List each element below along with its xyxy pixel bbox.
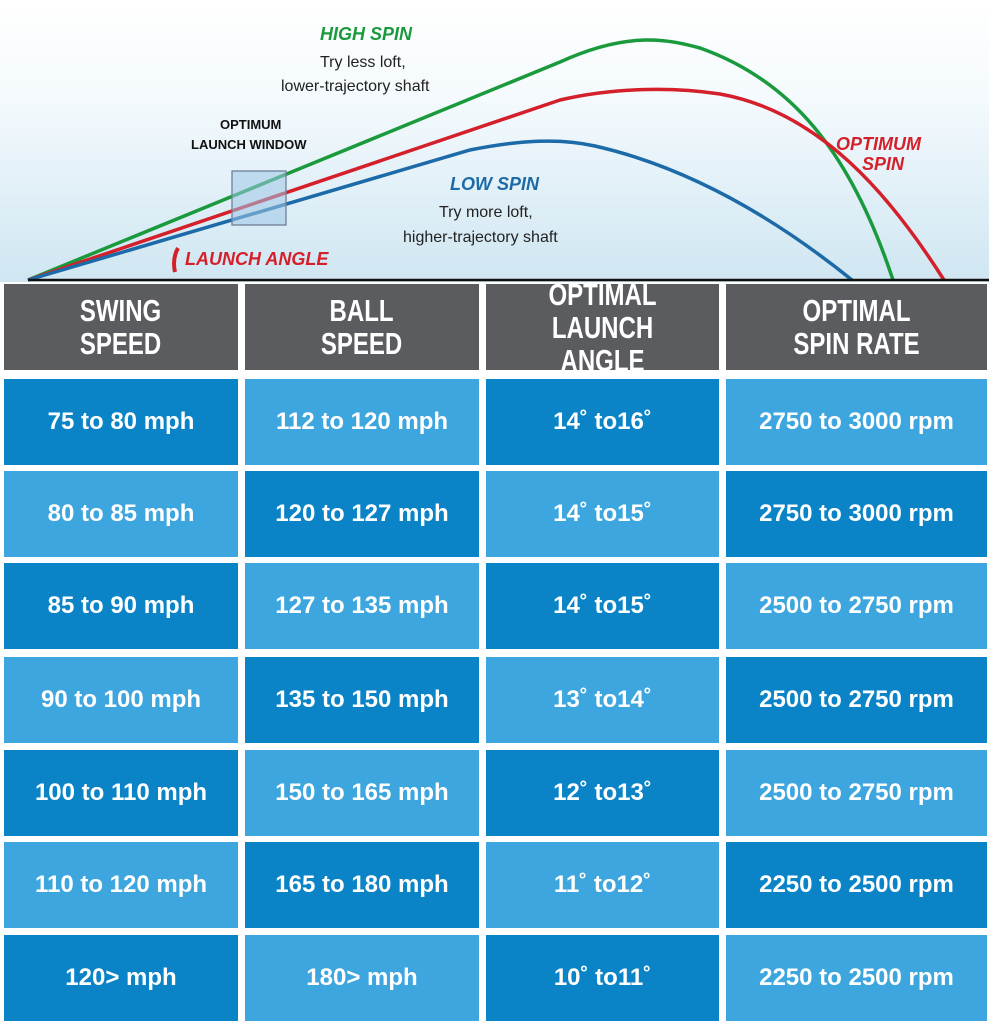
high-spin-line2: lower-trajectory shaft bbox=[281, 78, 430, 95]
cell-launch-angle-row-4: 13˚ to14˚ bbox=[486, 657, 719, 743]
launch-window-line2: LAUNCH WINDOW bbox=[191, 137, 307, 152]
cell-spin-rate-row-6: 2250 to 2500 rpm bbox=[726, 842, 987, 928]
cell-swing-speed-row-4: 90 to 100 mph bbox=[4, 657, 238, 743]
cell-spin-rate-row-5: 2500 to 2750 rpm bbox=[726, 750, 987, 836]
cell-launch-angle-row-2: 14˚ to15˚ bbox=[486, 471, 719, 557]
cell-ball-speed-row-7: 180> mph bbox=[245, 935, 479, 1021]
launch-window-box bbox=[231, 170, 287, 226]
header-ball-speed: BALL SPEED bbox=[245, 284, 479, 370]
cell-spin-rate-row-1: 2750 to 3000 rpm bbox=[726, 379, 987, 465]
low-spin-line1: Try more loft, bbox=[439, 204, 533, 221]
cell-ball-speed-row-3: 127 to 135 mph bbox=[245, 563, 479, 649]
cell-launch-angle-row-3: 14˚ to15˚ bbox=[486, 563, 719, 649]
optimum-spin-trajectory bbox=[27, 87, 946, 282]
cell-spin-rate-row-4: 2500 to 2750 rpm bbox=[726, 657, 987, 743]
cell-launch-angle-row-7: 10˚ to11˚ bbox=[486, 935, 719, 1021]
cell-spin-rate-row-2: 2750 to 3000 rpm bbox=[726, 471, 987, 557]
header-optimal-spin-rate: OPTIMAL SPIN RATE bbox=[726, 284, 987, 370]
cell-swing-speed-row-2: 80 to 85 mph bbox=[4, 471, 238, 557]
cell-swing-speed-row-3: 85 to 90 mph bbox=[4, 563, 238, 649]
optimum-spin-line2: SPIN bbox=[862, 154, 905, 174]
cell-spin-rate-row-3: 2500 to 2750 rpm bbox=[726, 563, 987, 649]
cell-swing-speed-row-1: 75 to 80 mph bbox=[4, 379, 238, 465]
high-spin-line1: Try less loft, bbox=[320, 54, 406, 71]
launch-window-line1: OPTIMUM bbox=[220, 117, 282, 132]
cell-swing-speed-row-6: 110 to 120 mph bbox=[4, 842, 238, 928]
cell-launch-angle-row-1: 14˚ to16˚ bbox=[486, 379, 719, 465]
cell-ball-speed-row-2: 120 to 127 mph bbox=[245, 471, 479, 557]
optimum-spin-line1: OPTIMUM bbox=[836, 134, 921, 154]
trajectory-svg bbox=[27, 38, 989, 282]
cell-launch-angle-row-5: 12˚ to13˚ bbox=[486, 750, 719, 836]
low-spin-line2: higher-trajectory shaft bbox=[403, 229, 558, 246]
cell-launch-angle-row-6: 11˚ to12˚ bbox=[486, 842, 719, 928]
launch-angle-label: LAUNCH ANGLE bbox=[185, 249, 329, 269]
launch-spin-table: SWING SPEED BALL SPEED OPTIMAL LAUNCH ANGLE… bbox=[0, 278, 989, 1024]
low-spin-trajectory bbox=[27, 139, 854, 282]
high-spin-trajectory bbox=[27, 38, 895, 282]
high-spin-title: HIGH SPIN bbox=[320, 24, 413, 44]
low-spin-title: LOW SPIN bbox=[450, 174, 539, 194]
cell-ball-speed-row-4: 135 to 150 mph bbox=[245, 657, 479, 743]
cell-swing-speed-row-7: 120> mph bbox=[4, 935, 238, 1021]
trajectory-diagram: HIGH SPIN Try less loft, lower-trajector… bbox=[0, 0, 989, 282]
cell-ball-speed-row-5: 150 to 165 mph bbox=[245, 750, 479, 836]
cell-ball-speed-row-1: 112 to 120 mph bbox=[245, 379, 479, 465]
cell-ball-speed-row-6: 165 to 180 mph bbox=[245, 842, 479, 928]
launch-angle-arc bbox=[172, 247, 180, 273]
cell-spin-rate-row-7: 2250 to 2500 rpm bbox=[726, 935, 987, 1021]
header-optimal-launch-angle: OPTIMAL LAUNCH ANGLE bbox=[486, 278, 719, 377]
cell-swing-speed-row-5: 100 to 110 mph bbox=[4, 750, 238, 836]
header-swing-speed: SWING SPEED bbox=[4, 284, 238, 370]
